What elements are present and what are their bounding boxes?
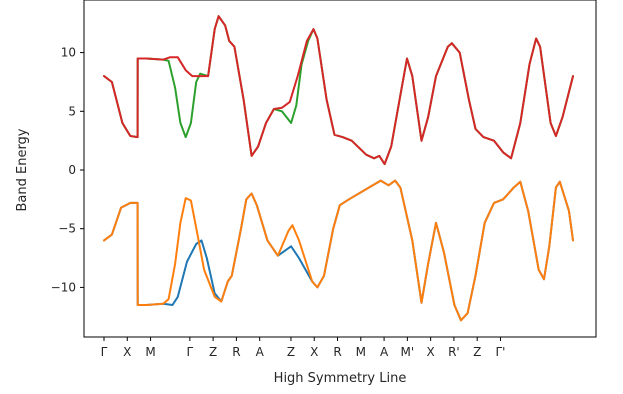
- x-axis-ticks: Γ X M Γ Z R A Z X R M A M' X R' Z Γ': [101, 337, 505, 359]
- x-tick-label: Z: [287, 345, 295, 359]
- x-tick-label: X: [427, 345, 435, 359]
- band-line-3: [103, 15, 574, 166]
- x-tick-label: Z: [473, 345, 481, 359]
- x-tick-label: M: [145, 345, 155, 359]
- y-tick-label: 10: [61, 46, 76, 60]
- x-tick-label: X: [310, 345, 318, 359]
- y-tick-label: −10: [51, 280, 76, 294]
- x-tick-label: Γ': [495, 345, 505, 359]
- y-tick-label: −5: [58, 222, 76, 236]
- x-tick-label: R: [333, 345, 341, 359]
- x-axis-label: High Symmetry Line: [274, 371, 407, 386]
- y-axis-ticks: 10 5 0 −5 −10: [51, 46, 84, 294]
- x-tick-label: A: [256, 345, 265, 359]
- x-tick-label: A: [380, 345, 389, 359]
- x-tick-label: M: [356, 345, 366, 359]
- x-tick-label: R: [232, 345, 240, 359]
- y-tick-label: 5: [68, 104, 76, 118]
- band-line-2: [103, 179, 574, 322]
- y-tick-label: 0: [68, 163, 76, 177]
- plot-frame: [83, 0, 597, 338]
- x-tick-label: R': [448, 345, 460, 359]
- series-layer: [103, 15, 574, 322]
- band-line-4: [103, 15, 574, 166]
- x-tick-label: Γ: [101, 345, 108, 359]
- x-tick-label: X: [123, 345, 131, 359]
- x-tick-label: M': [401, 345, 415, 359]
- y-axis-label: Band Energy: [15, 128, 30, 211]
- band-line-1: [103, 179, 574, 322]
- x-tick-label: Γ: [186, 345, 193, 359]
- x-tick-label: Z: [209, 345, 217, 359]
